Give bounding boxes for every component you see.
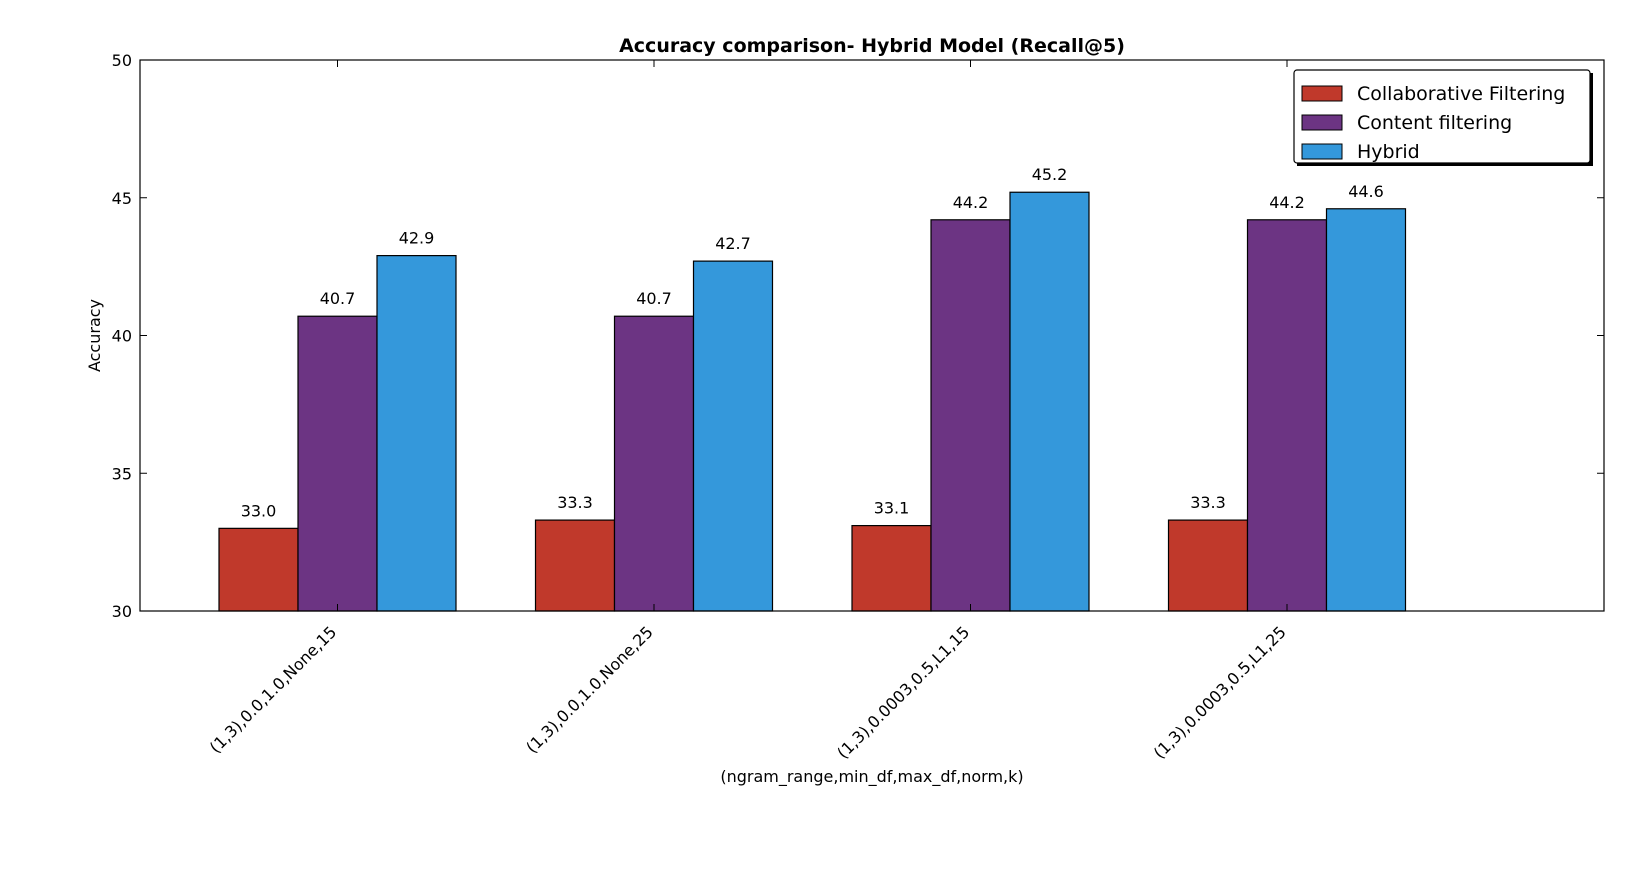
x-tick-label: (1,3),0.0,1.0,None,25 <box>522 622 657 757</box>
data-label: 40.7 <box>320 289 356 308</box>
data-label: 45.2 <box>1032 165 1068 184</box>
x-tick-label: (1,3),0.0003,0.5,L1,25 <box>1150 622 1290 762</box>
legend-label: Hybrid <box>1357 141 1420 163</box>
legend-label: Content filtering <box>1357 112 1512 134</box>
legend-box <box>1293 69 1591 164</box>
x-tick-label: (1,3),0.0,1.0,None,15 <box>206 622 341 757</box>
y-axis-label: Accuracy <box>85 299 104 372</box>
bar-2-3 <box>930 219 1011 612</box>
data-label: 42.9 <box>399 229 435 248</box>
data-label: 33.1 <box>874 499 910 518</box>
bar-2-2 <box>613 315 695 612</box>
x-axis-label: (ngram_range,min_df,max_df,norm,k) <box>720 767 1023 787</box>
legend-label: Collaborative Filtering <box>1357 83 1565 105</box>
y-tick-label: 35 <box>112 464 132 483</box>
y-tick-label: 40 <box>112 327 132 346</box>
data-label: 33.0 <box>241 501 277 520</box>
bar-3-4 <box>1325 208 1407 612</box>
bar-3-1 <box>376 255 457 612</box>
data-label: 44.2 <box>1269 193 1305 212</box>
data-label: 40.7 <box>636 289 672 308</box>
legend-swatch-1 <box>1301 85 1343 102</box>
data-label: 33.3 <box>557 493 593 512</box>
bar-2-4 <box>1246 219 1328 612</box>
bar-1-1 <box>218 527 299 612</box>
bar-1-2 <box>534 519 616 612</box>
chart-title: Accuracy comparison- Hybrid Model (Recal… <box>619 35 1125 57</box>
data-label: 44.2 <box>953 193 989 212</box>
bar-2-1 <box>297 315 378 612</box>
bar-1-3 <box>851 524 932 612</box>
data-label: 42.7 <box>715 234 751 253</box>
bar-3-3 <box>1009 191 1090 612</box>
data-label: 33.3 <box>1190 493 1226 512</box>
y-tick-label: 45 <box>112 189 132 208</box>
legend-swatch-2 <box>1301 114 1343 131</box>
bar-1-4 <box>1167 519 1249 612</box>
bar-3-2 <box>692 260 774 612</box>
y-tick-label: 30 <box>112 602 132 621</box>
x-tick-label: (1,3),0.0003,0.5,L1,15 <box>833 622 973 762</box>
y-tick-label: 50 <box>112 51 132 70</box>
data-label: 44.6 <box>1348 182 1384 201</box>
legend-swatch-3 <box>1301 143 1343 160</box>
